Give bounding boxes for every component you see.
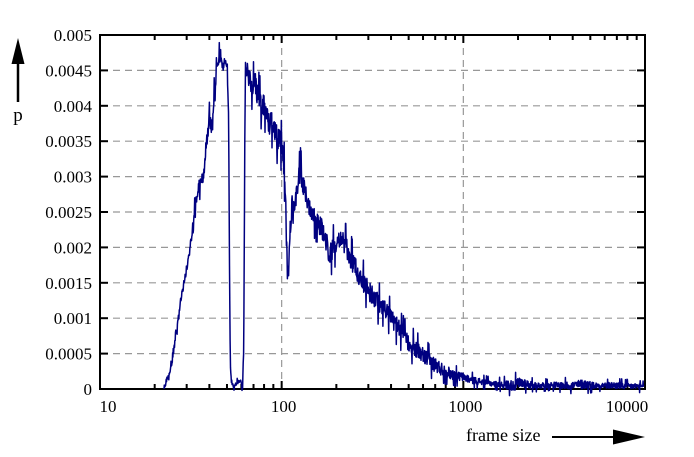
x-tick-label: 10000 (606, 397, 649, 416)
x-tick-label: 100 (271, 397, 297, 416)
y-tick-label: 0.001 (54, 309, 92, 328)
x-tick-label: 1000 (448, 397, 482, 416)
y-tick-label: 0.005 (54, 26, 92, 45)
y-tick-label: 0.0035 (45, 132, 92, 151)
plot-border (99, 34, 646, 390)
y-axis-label: p (13, 105, 23, 126)
tick-labels: 0 0.0005 0.001 0.0015 0.002 0.0025 0.003 0.0035… (45, 26, 648, 416)
x-axis-label: frame size (466, 425, 541, 445)
y-tick-label: 0.0005 (45, 345, 92, 364)
data-series (163, 41, 645, 397)
y-tick-label: 0.0045 (45, 61, 92, 80)
x-axis-arrowhead-icon (613, 429, 645, 445)
plot-border (99, 34, 646, 390)
y-axis-arrowhead-icon (11, 38, 25, 64)
gridlines (101, 36, 644, 388)
y-tick-label: 0.004 (54, 97, 93, 116)
y-tick-label: 0.0015 (45, 274, 92, 293)
y-tick-label: 0 (84, 380, 93, 399)
y-tick-label: 0.0025 (45, 203, 92, 222)
probability-curve (163, 41, 645, 397)
axis-arrows (11, 38, 645, 445)
y-tick-label: 0.003 (54, 168, 92, 187)
y-tick-label: 0.002 (54, 238, 92, 257)
x-tick-label: 10 (100, 397, 117, 416)
